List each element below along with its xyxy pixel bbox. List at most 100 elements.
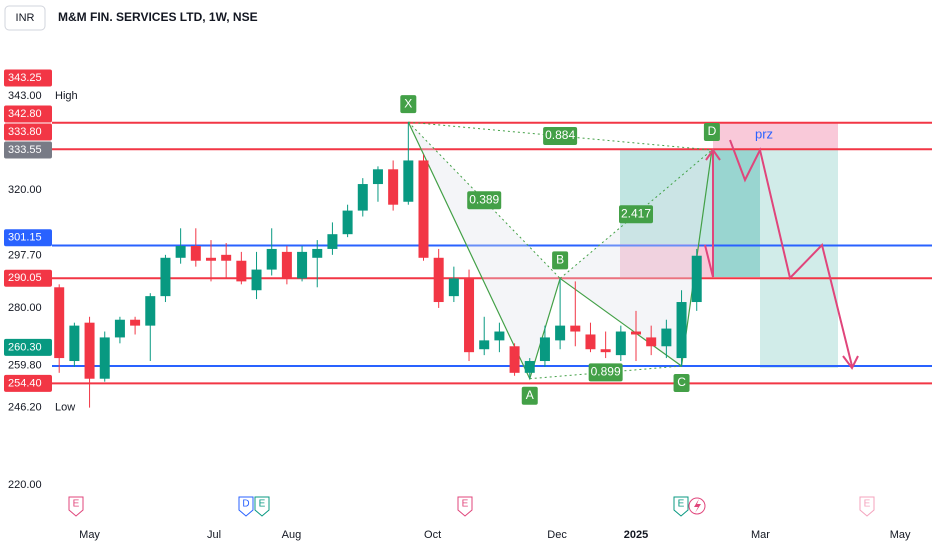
candle-body (160, 257, 171, 297)
candle-body (297, 251, 308, 279)
x-tick-label: Dec (547, 529, 567, 541)
pattern-fill (408, 122, 561, 379)
price-label-box (4, 356, 52, 374)
lightning (694, 499, 701, 513)
price-label-box (4, 229, 52, 247)
candle-body (312, 248, 323, 258)
candle-body (372, 169, 383, 185)
price-label: 342.80 (8, 108, 42, 120)
candle-body (251, 269, 262, 291)
currency-box[interactable] (4, 5, 46, 31)
candle-body (388, 169, 399, 205)
ratio-badge (588, 363, 623, 382)
ratio-label: 0.899 (591, 365, 621, 379)
event-label: D (242, 499, 249, 510)
candle-body (585, 334, 596, 350)
event-badge[interactable] (457, 496, 473, 517)
candle-body (600, 349, 611, 353)
y-tick-label: 220.00 (8, 479, 42, 491)
point-label: A (526, 388, 534, 402)
candle-body (114, 319, 125, 338)
x-tick-label: Mar (751, 529, 770, 541)
ratio-badge (543, 127, 578, 146)
event-badge[interactable] (673, 496, 689, 517)
candle-body (661, 328, 672, 347)
prz-label: prz (755, 126, 773, 141)
price-tag: High (55, 90, 78, 102)
candle-body (539, 337, 550, 362)
price-label: 260.30 (8, 341, 42, 353)
ratio-label: 0.389 (469, 192, 499, 206)
stop-zone (713, 122, 838, 149)
price-label-box (4, 141, 52, 159)
y-tick-label: 320.00 (8, 184, 42, 196)
chart-title: M&M FIN. SERVICES LTD, 1W, NSE (58, 10, 258, 24)
price-label-box (4, 338, 52, 356)
candle-body (570, 325, 581, 332)
candle-body (327, 234, 338, 249)
ratio-label: 2.417 (621, 206, 651, 220)
candle-body (555, 325, 566, 341)
candle-body (615, 331, 626, 356)
candle-body (646, 337, 657, 347)
pattern-ratio-line (559, 149, 713, 279)
price-label: 246.20 (8, 402, 42, 414)
candle-body (266, 248, 277, 270)
event-label: E (462, 499, 469, 510)
currency: INR (16, 12, 35, 24)
target-zone (713, 150, 760, 277)
pattern-ratio-line (407, 121, 561, 279)
point-badge (400, 95, 417, 114)
price-label: 343.00 (8, 90, 42, 102)
candle-body (84, 322, 95, 379)
candle-body (145, 296, 156, 326)
price-label: 333.55 (8, 144, 42, 156)
point-badge (552, 251, 569, 270)
price-tag: Low (55, 402, 75, 414)
event-label: E (73, 499, 80, 510)
price-label: 290.05 (8, 272, 42, 284)
candle-body (357, 184, 368, 211)
price-label-box (4, 374, 52, 392)
pattern-ratio-line (408, 121, 712, 151)
event-label: E (678, 499, 685, 510)
candle-body (479, 340, 490, 350)
price-label: 259.80 (8, 359, 42, 371)
candle-body (691, 255, 702, 303)
event-label: E (259, 499, 266, 510)
y-tick-label: 280.00 (8, 302, 42, 314)
candle-body (464, 278, 475, 353)
candle-body (509, 346, 520, 373)
price-tag-box (52, 87, 80, 105)
candle-body (236, 260, 247, 282)
price-label-box (4, 87, 52, 105)
price-label-box (4, 247, 52, 265)
event-badge[interactable] (254, 496, 270, 517)
price-label: 297.70 (8, 250, 42, 262)
x-tick-label: May (79, 529, 100, 541)
x-tick-label: May (890, 529, 911, 541)
price-tag-box (52, 399, 80, 417)
event-badge[interactable] (68, 496, 84, 517)
candle-body (221, 254, 232, 261)
event-badge[interactable] (238, 496, 254, 517)
candle-body (433, 257, 444, 303)
event-badge[interactable] (859, 496, 875, 517)
price-label-box (4, 69, 52, 87)
pattern-fill (560, 149, 712, 367)
candle-body (524, 361, 535, 373)
candle-body (175, 245, 186, 258)
point-label: B (556, 253, 564, 267)
projection-arrow (704, 139, 859, 370)
point-badge (673, 374, 690, 393)
price-label: 343.25 (8, 72, 42, 84)
target-zone (620, 150, 713, 244)
candle-body (54, 287, 65, 359)
point-label: X (404, 96, 412, 110)
candle-body (205, 257, 216, 261)
ratio-label: 0.884 (545, 128, 575, 142)
candle-body (631, 331, 642, 335)
x-tick-label: 2025 (624, 529, 648, 541)
